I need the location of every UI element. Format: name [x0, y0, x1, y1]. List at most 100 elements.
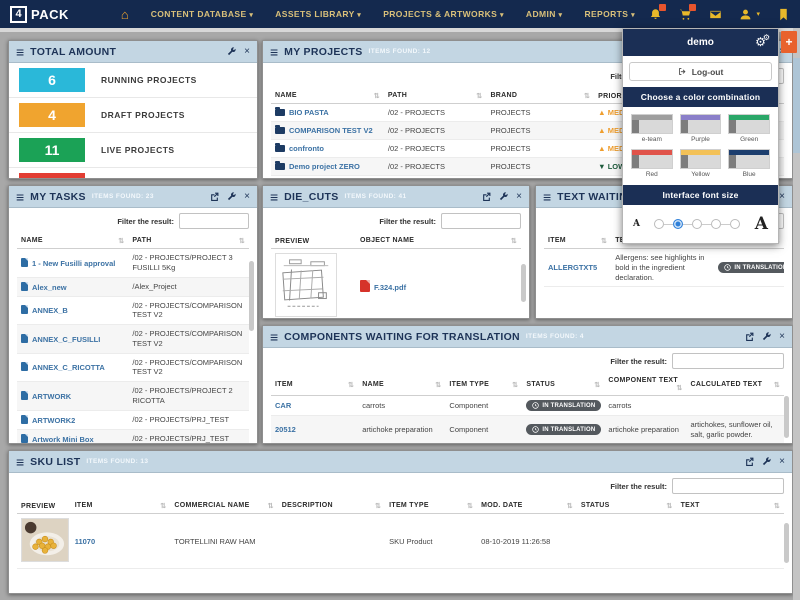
panel-scrollbar-thumb[interactable] [784, 396, 789, 438]
external-link-icon[interactable] [210, 192, 219, 201]
font-size-radio-2[interactable] [673, 219, 684, 229]
component-item-link[interactable]: CAR [275, 401, 292, 410]
filter-input[interactable] [179, 213, 249, 229]
external-link-icon[interactable] [745, 332, 754, 341]
sku-preview-image[interactable] [21, 518, 69, 562]
task-link[interactable]: Alex_new [32, 282, 67, 292]
task-link[interactable]: ARTWORK [32, 391, 72, 401]
close-icon[interactable]: × [779, 455, 785, 467]
user-icon[interactable] [738, 7, 752, 21]
wrench-icon[interactable] [227, 192, 236, 201]
color-swatch-blue[interactable]: Blue [728, 149, 770, 178]
project-link[interactable]: BIO PASTA [289, 108, 329, 117]
font-size-radio-3[interactable] [692, 219, 703, 229]
nav-projects-artworks[interactable]: PROJECTS & ARTWORKS ▾ [383, 9, 504, 19]
stat-draft-projects[interactable]: 4 DRAFT PROJECTS [9, 98, 257, 133]
color-swatch-red[interactable]: Red [631, 149, 673, 178]
cart-icon[interactable] [678, 4, 697, 21]
task-link[interactable]: 1 - New Fusilli approval [32, 258, 116, 268]
nav-reports[interactable]: REPORTS ▾ [584, 9, 636, 19]
wrench-icon[interactable] [227, 47, 236, 56]
notifications-bell-icon[interactable] [648, 4, 667, 21]
task-link[interactable]: ANNEX_B [32, 306, 68, 316]
font-size-radio-1[interactable] [654, 219, 665, 229]
project-link[interactable]: confronto [289, 144, 324, 153]
sort-icon[interactable]: ⇅ [435, 381, 442, 389]
wrench-icon[interactable] [499, 192, 508, 201]
sort-icon[interactable]: ⇅ [666, 503, 673, 510]
task-link[interactable]: ARTWORK2 [32, 415, 76, 425]
font-size-radio-5[interactable] [730, 219, 741, 229]
home-icon[interactable]: ⌂ [120, 6, 129, 22]
filter-input[interactable] [441, 213, 521, 229]
close-icon[interactable]: × [244, 45, 250, 57]
stat-clipped[interactable] [9, 168, 257, 178]
sort-icon[interactable]: ⇅ [676, 385, 683, 392]
panel-scrollbar-thumb[interactable] [521, 264, 526, 302]
color-swatch-e-team[interactable]: e-team [631, 114, 673, 143]
sort-icon[interactable]: ⇅ [238, 238, 245, 245]
user-chevron-down-icon[interactable]: ▾ [756, 11, 760, 18]
close-icon[interactable]: × [779, 330, 785, 342]
panel-menu-icon[interactable]: ≡ [270, 328, 279, 345]
color-swatch-green[interactable]: Green [728, 114, 770, 143]
nav-admin[interactable]: ADMIN ▾ [525, 9, 563, 19]
panel-menu-icon[interactable]: ≡ [16, 188, 25, 205]
sort-icon[interactable]: ⇅ [374, 503, 382, 510]
sort-icon[interactable]: ⇅ [476, 93, 483, 100]
sort-icon[interactable]: ⇅ [348, 381, 355, 389]
color-swatch-purple[interactable]: Purple [679, 114, 722, 143]
logout-button[interactable]: Log-out [629, 62, 772, 81]
sort-icon[interactable]: ⇅ [510, 238, 517, 245]
die-cut-preview-image[interactable] [275, 253, 337, 317]
text-item-link[interactable]: ALLERGTXT5 [548, 263, 598, 273]
panel-scrollbar-thumb[interactable] [249, 261, 254, 331]
project-link[interactable]: Demo project ZERO [289, 162, 360, 171]
external-link-icon[interactable] [745, 457, 754, 466]
close-icon[interactable]: × [516, 190, 522, 202]
sort-icon[interactable]: ⇅ [773, 503, 780, 510]
font-size-radio-4[interactable] [711, 219, 722, 229]
sku-item-link[interactable]: 11070 [74, 536, 96, 546]
page-scrollbar[interactable] [793, 28, 800, 600]
app-logo[interactable]: 4 PACK [10, 5, 69, 23]
bookmark-flag-icon[interactable] [776, 7, 790, 21]
sort-icon[interactable]: ⇅ [566, 503, 573, 510]
task-link[interactable]: ANNEX_C_RICOTTA [32, 363, 105, 373]
external-link-icon[interactable] [482, 192, 491, 201]
sort-icon[interactable]: ⇅ [512, 381, 519, 389]
color-swatch-yellow[interactable]: Yellow [679, 149, 722, 178]
component-item-link[interactable]: 20512 [275, 425, 296, 435]
sort-icon[interactable]: ⇅ [594, 381, 601, 389]
sort-icon[interactable]: ⇅ [160, 503, 167, 510]
stat-live-projects[interactable]: 11 LIVE PROJECTS [9, 133, 257, 168]
stat-running-projects[interactable]: 6 RUNNING PROJECTS [9, 63, 257, 98]
panel-menu-icon[interactable]: ≡ [16, 453, 25, 470]
sort-icon[interactable]: ⇅ [373, 93, 380, 100]
sort-icon[interactable]: ⇅ [467, 503, 474, 510]
panel-scrollbar-thumb[interactable] [784, 523, 789, 563]
task-link[interactable]: Artwork Mini Box [32, 434, 94, 444]
sort-icon[interactable]: ⇅ [584, 93, 591, 100]
close-icon[interactable]: × [779, 190, 785, 202]
sort-icon[interactable]: ⇅ [773, 381, 780, 389]
wrench-icon[interactable] [762, 332, 771, 341]
nav-content-database[interactable]: CONTENT DATABASE ▾ [150, 9, 254, 19]
project-link[interactable]: COMPARISON TEST V2 [289, 126, 373, 135]
messages-envelope-icon[interactable] [708, 7, 722, 21]
nav-assets-library[interactable]: ASSETS LIBRARY ▾ [275, 9, 362, 19]
sort-icon[interactable]: ⇅ [267, 503, 274, 510]
close-icon[interactable]: × [244, 190, 250, 202]
wrench-icon[interactable] [762, 457, 771, 466]
panel-menu-icon[interactable]: ≡ [543, 188, 552, 205]
die-cut-file-link[interactable]: F.324.pdf [374, 283, 407, 292]
page-scrollbar-thumb[interactable] [793, 58, 800, 153]
panel-menu-icon[interactable]: ≡ [270, 188, 279, 205]
sort-icon[interactable]: ⇅ [118, 238, 125, 245]
panel-menu-icon[interactable]: ≡ [270, 43, 279, 60]
settings-gears-icon[interactable]: ⚙⚙ [755, 33, 770, 49]
add-button[interactable]: + [781, 31, 797, 53]
sort-icon[interactable]: ⇅ [601, 238, 608, 245]
panel-menu-icon[interactable]: ≡ [16, 43, 25, 60]
filter-input[interactable] [672, 353, 784, 369]
